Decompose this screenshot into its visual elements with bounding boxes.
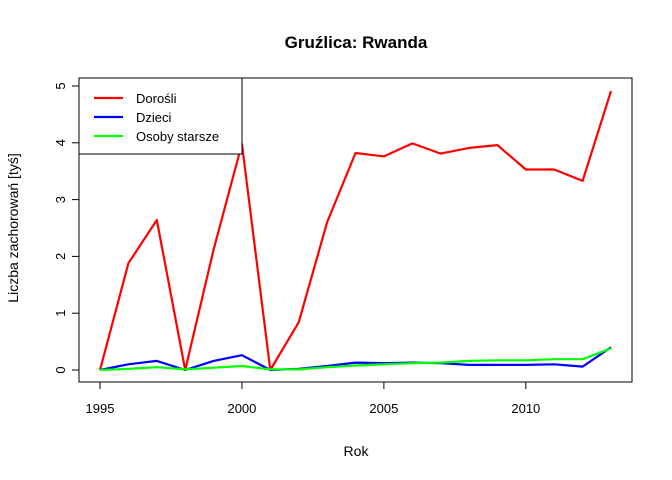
x-tick-label: 2000 (227, 401, 256, 416)
x-axis-label: Rok (344, 443, 370, 459)
legend-label: Osoby starsze (136, 129, 219, 144)
legend: Dorośli Dzieci Osoby starsze (78, 77, 243, 155)
y-tick-label: 5 (53, 82, 68, 89)
legend-label: Dorośli (136, 91, 177, 106)
x-tick-label: 1995 (86, 401, 115, 416)
series-layer (98, 90, 613, 372)
x-tick-label: 2005 (369, 401, 398, 416)
series-line-2 (99, 347, 612, 372)
y-axis: 0 1 2 3 4 5 (53, 82, 80, 374)
y-tick-label: 2 (53, 253, 68, 260)
chart-title: Gruźlica: Rwanda (285, 33, 428, 52)
y-tick-label: 3 (53, 196, 68, 203)
y-axis-label: Liczba zachorowań [tyś] (5, 153, 21, 302)
y-tick-label: 4 (53, 139, 68, 146)
x-tick-label: 2010 (511, 401, 540, 416)
y-tick-label: 1 (53, 310, 68, 317)
y-tick-label: 0 (53, 366, 68, 373)
x-axis: 1995 2000 2005 2010 (86, 381, 540, 416)
legend-label: Dzieci (136, 110, 172, 125)
